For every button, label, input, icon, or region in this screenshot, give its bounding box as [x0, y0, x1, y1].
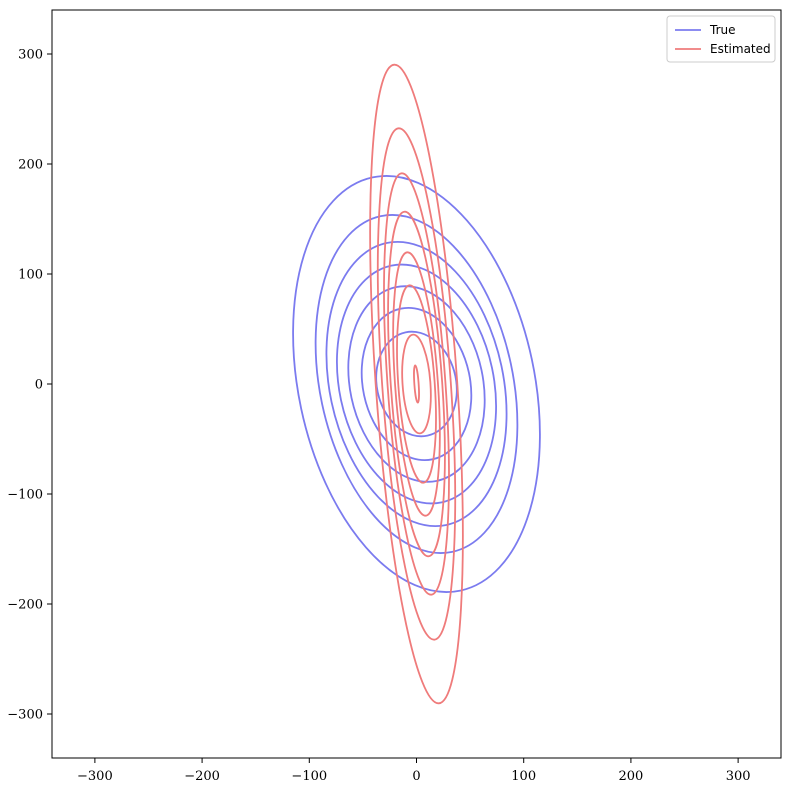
x-axis: −300 −200 −100 0 100 200 300: [77, 758, 751, 784]
legend: True Estimated: [666, 15, 776, 63]
y-tick-label: 300: [18, 48, 43, 63]
x-tick-label: 300: [726, 769, 751, 784]
contour-true-2: [347, 285, 486, 483]
y-axis: −300 −200 −100 0 100 200 300: [7, 48, 52, 723]
legend-label-true: True: [709, 23, 736, 37]
contour-true-3: [336, 263, 497, 505]
x-tick-label: −200: [184, 769, 220, 784]
contour-estimated-3: [392, 251, 441, 517]
y-tick-label: −300: [7, 708, 43, 723]
contour-estimated-4: [387, 210, 446, 558]
contour-estimated-1: [401, 333, 432, 435]
y-tick-label: 200: [18, 158, 43, 173]
contour-estimated-7: [369, 63, 464, 705]
x-tick-label: 0: [412, 769, 420, 784]
contour-true-4: [325, 240, 508, 528]
y-tick-label: 0: [35, 378, 43, 393]
x-tick-label: 100: [511, 769, 536, 784]
x-tick-label: 200: [618, 769, 643, 784]
plot-series: [292, 63, 541, 705]
plot-frame: [51, 9, 782, 759]
contour-estimated-0: [413, 364, 420, 404]
x-tick-label: −300: [77, 769, 113, 784]
contour-true-0: [375, 330, 458, 438]
legend-box: [666, 15, 776, 63]
contour-estimated-5: [383, 172, 450, 596]
x-tick-label: −100: [291, 769, 327, 784]
legend-label-estimated: Estimated: [710, 42, 771, 56]
y-tick-label: −200: [7, 598, 43, 613]
y-tick-label: 100: [18, 268, 43, 283]
y-tick-label: −100: [7, 488, 43, 503]
contour-true-1: [360, 306, 473, 462]
contour-true-5: [314, 214, 519, 554]
contour-true-6: [292, 175, 541, 593]
contour-estimated-6: [376, 127, 457, 641]
contour-estimated-2: [396, 284, 437, 484]
